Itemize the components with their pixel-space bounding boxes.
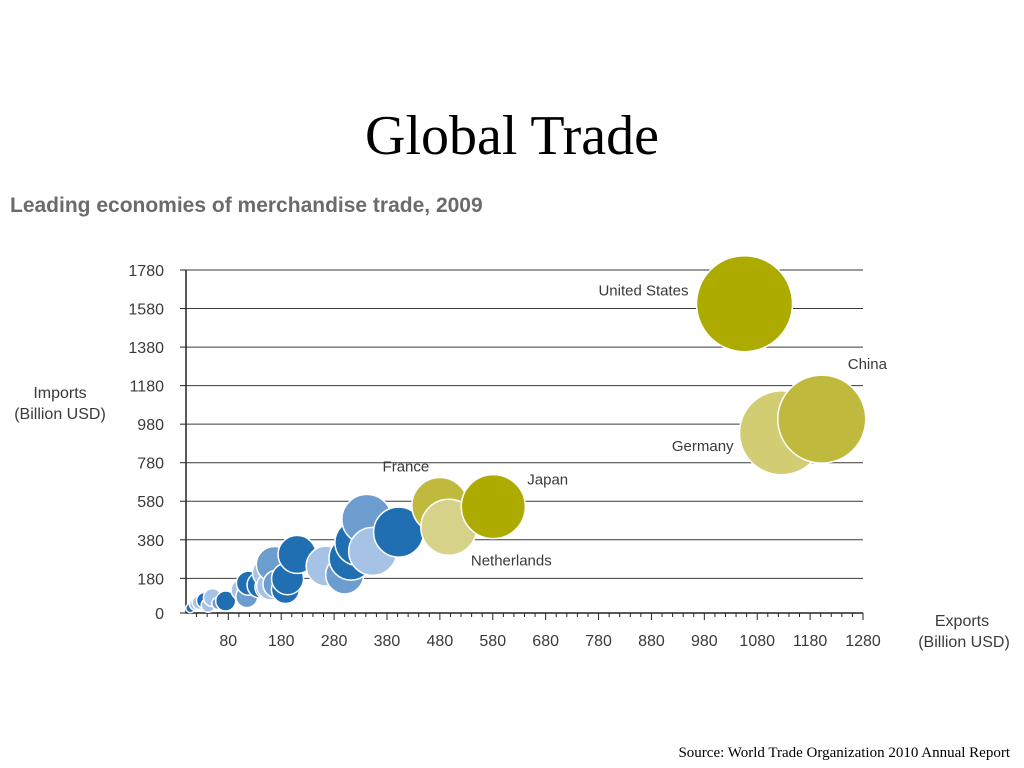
x-tick-label: 1180 (793, 633, 828, 650)
x-tick-labels: 80 180 280 380 480 580 680 780 880 980 1080 1180 128… (196, 613, 881, 650)
bubbles (184, 254, 867, 614)
bubble-label-france: France (383, 458, 430, 475)
y-axis-label-line1: Imports (33, 385, 86, 402)
bubble-label-netherlands: Netherlands (471, 552, 552, 569)
x-tick-label: 480 (427, 633, 454, 650)
y-tick-label: 1180 (130, 379, 165, 396)
bubble-label-united-states: United States (598, 283, 688, 300)
bubble-economy (214, 590, 237, 612)
bubble-japan (460, 473, 527, 540)
y-tick-label: 1380 (128, 340, 164, 357)
x-tick-label: 680 (532, 633, 559, 650)
y-tick-labels: 0 180 380 580 780 980 1180 1380 1580 1780 (128, 263, 186, 623)
x-tick-label: 580 (479, 633, 506, 650)
bubble-label-germany: Germany (672, 438, 734, 455)
bubble-united-states (695, 254, 794, 353)
bubble-china (776, 374, 867, 464)
x-axis-label-line2: (Billion USD) (918, 634, 1010, 651)
y-tick-label: 980 (137, 417, 164, 434)
x-tick-label: 280 (321, 633, 348, 650)
x-tick-label: 1280 (845, 633, 881, 650)
y-tick-label: 580 (137, 494, 164, 511)
source-note: Source: World Trade Organization 2010 An… (678, 745, 1010, 761)
y-tick-label: 0 (155, 606, 164, 623)
slide-title: Global Trade (365, 105, 659, 167)
bubble-label-japan: Japan (527, 472, 568, 489)
y-axis-label-line2: (Billion USD) (14, 406, 106, 423)
x-tick-label: 80 (219, 633, 237, 650)
x-tick-label: 980 (691, 633, 718, 650)
x-tick-label: 380 (374, 633, 401, 650)
y-tick-label: 780 (137, 456, 164, 473)
x-tick-label: 780 (585, 633, 612, 650)
y-tick-label: 1780 (128, 263, 164, 280)
x-tick-label: 1080 (739, 633, 775, 650)
chart-title: Leading economies of merchandise trade, … (10, 194, 483, 217)
x-tick-label: 180 (268, 633, 295, 650)
y-tick-label: 1580 (128, 302, 164, 319)
y-tick-label: 180 (137, 571, 164, 588)
bubble-labels: France Netherlands Japan United States Germa… (383, 283, 888, 570)
y-tick-label: 380 (137, 533, 164, 550)
x-axis-label-line1: Exports (935, 613, 989, 630)
x-tick-label: 880 (638, 633, 665, 650)
bubble-label-china: China (848, 356, 888, 373)
